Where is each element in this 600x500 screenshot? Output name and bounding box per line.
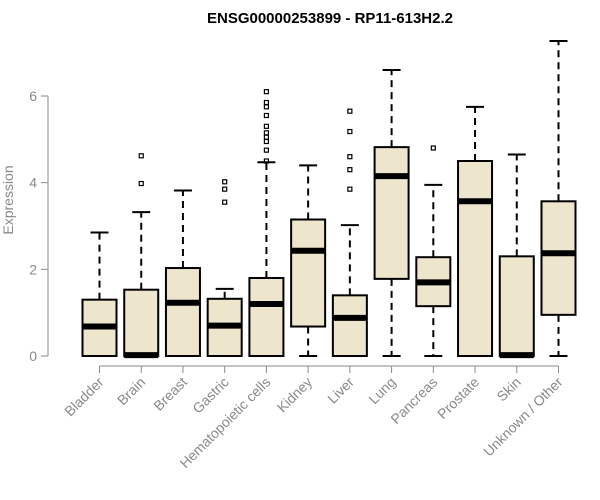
chart-title: ENSG00000253899 - RP11-613H2.2 (207, 10, 453, 27)
box-group (373, 69, 410, 357)
outlier-point (263, 99, 270, 106)
box-group (206, 179, 243, 357)
box-group (331, 108, 368, 358)
x-tick-label: Liver (324, 374, 357, 407)
box-group (81, 231, 118, 357)
box (290, 218, 327, 328)
outlier-point (263, 130, 270, 136)
y-tick-label: 4 (29, 175, 37, 191)
y-tick-label: 2 (29, 261, 37, 277)
box-group (498, 153, 535, 359)
box-group (457, 105, 494, 357)
outlier-point (347, 167, 353, 173)
outlier-point (222, 179, 228, 185)
box (498, 255, 535, 358)
box (248, 277, 285, 357)
outlier-point (347, 128, 353, 135)
box (457, 160, 494, 357)
outlier-point (347, 186, 353, 192)
outlier-point (138, 153, 144, 159)
outlier-point (263, 123, 270, 129)
y-tick-label: 6 (29, 88, 37, 104)
box (164, 267, 201, 357)
box-group (540, 39, 577, 357)
box (540, 200, 577, 316)
plot-area (81, 39, 577, 359)
box-group (123, 153, 160, 359)
box (373, 146, 410, 280)
x-tick-label: Lung (365, 374, 398, 407)
outlier-point (347, 154, 353, 160)
x-tick-label: Unknown / Other (480, 374, 566, 460)
outlier-point (263, 104, 270, 110)
outlier-point (263, 147, 270, 153)
box (331, 294, 368, 358)
outlier-point (263, 134, 270, 140)
outlier-point (263, 158, 270, 164)
box-group (164, 189, 201, 357)
box-group (248, 89, 285, 357)
outlier-point (263, 89, 270, 95)
box-group (290, 164, 327, 357)
box-group (415, 145, 452, 357)
outlier-point (263, 112, 270, 119)
outlier-point (138, 180, 144, 187)
y-axis-label: Expression (0, 165, 16, 234)
x-tick-label: Kidney (274, 374, 316, 416)
x-tick-label: Bladder (61, 374, 107, 420)
x-tick-label: Skin (493, 374, 524, 405)
y-tick-label: 0 (29, 348, 37, 364)
outlier-point (263, 138, 270, 145)
y-axis: 0 2 4 6 (29, 88, 49, 364)
outlier-point (222, 186, 228, 192)
x-tick-label: Prostate (434, 374, 482, 422)
outlier-point (430, 145, 436, 151)
x-tick-label: Breast (150, 374, 190, 414)
x-tick-label: Brain (114, 374, 148, 408)
outlier-point (347, 108, 353, 114)
box (123, 288, 160, 358)
outlier-point (222, 199, 228, 205)
